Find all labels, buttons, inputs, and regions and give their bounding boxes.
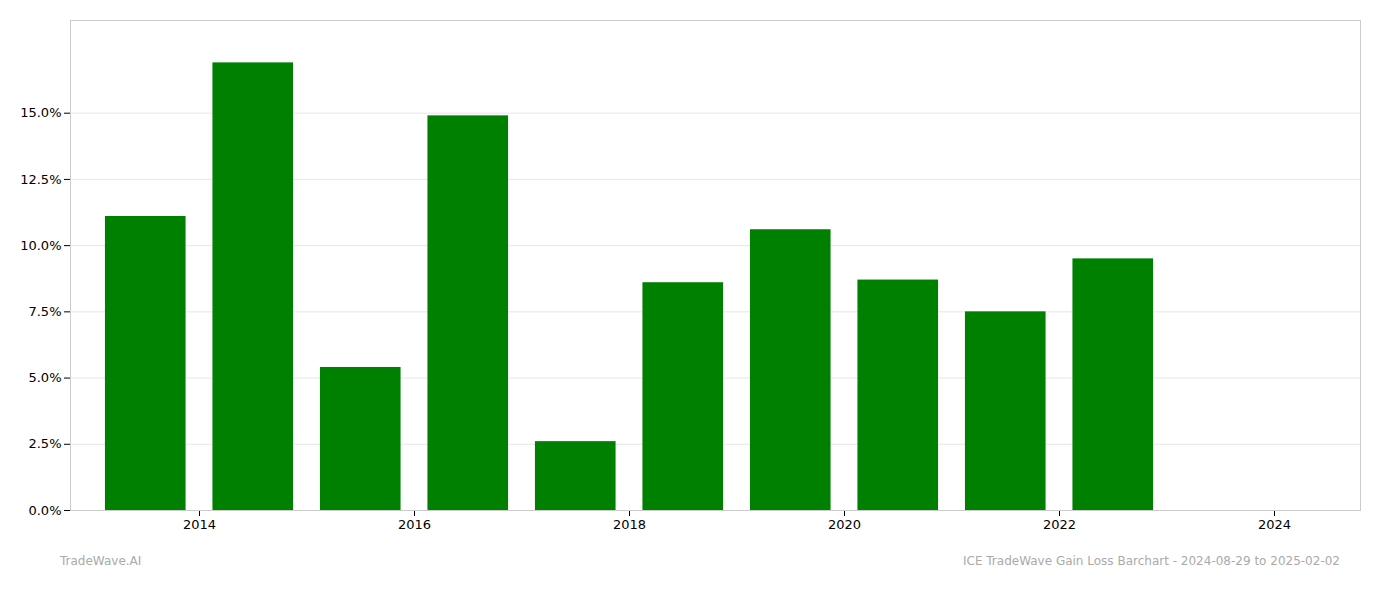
svg-text:2.5%: 2.5% — [28, 436, 61, 451]
svg-text:2020: 2020 — [828, 517, 861, 532]
html-text:ICE TradeWave Gain Loss Barcha: ICE TradeWave Gain Loss Barchart - 2024-… — [963, 554, 1340, 568]
svg-text:2018: 2018 — [613, 517, 646, 532]
svg-text:5.0%: 5.0% — [28, 370, 61, 385]
svg-text:2014: 2014 — [183, 517, 216, 532]
svg-text:12.5%: 12.5% — [20, 172, 61, 187]
svg-text:2024: 2024 — [1258, 517, 1291, 532]
svg-text:15.0%: 15.0% — [20, 105, 61, 120]
svg-text:2016: 2016 — [398, 517, 431, 532]
svg-text:7.5%: 7.5% — [28, 304, 61, 319]
svg-text:0.0%: 0.0% — [28, 503, 61, 518]
html-text:TradeWave.AI: TradeWave.AI — [60, 554, 142, 568]
svg-text:10.0%: 10.0% — [20, 238, 61, 253]
svg-text:2022: 2022 — [1043, 517, 1076, 532]
